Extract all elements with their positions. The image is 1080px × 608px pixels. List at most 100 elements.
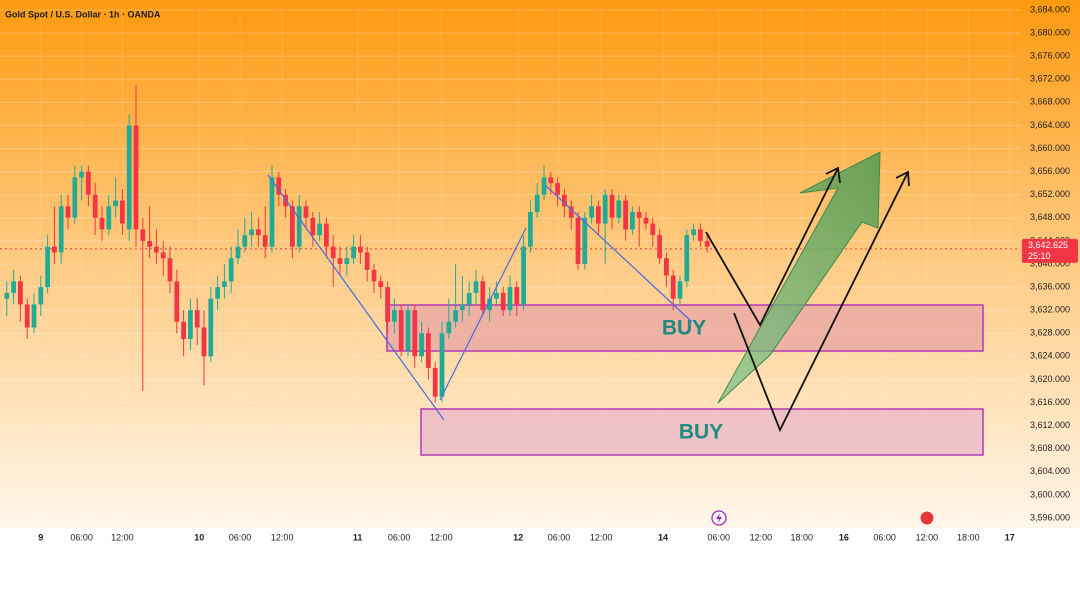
candle-body <box>623 200 628 230</box>
candle-body <box>324 223 329 247</box>
buy-zone <box>420 408 984 456</box>
y-tick-label: 3,616.000 <box>1030 397 1070 407</box>
candle-body <box>188 310 193 340</box>
y-tick-label: 3,680.000 <box>1030 27 1070 37</box>
candle-body <box>215 287 220 299</box>
candle-body <box>616 200 622 218</box>
candle-body <box>691 229 696 236</box>
x-tick-label: 18:00 <box>790 532 813 542</box>
y-tick-label: 3,600.000 <box>1030 489 1070 499</box>
x-tick-label: 12:00 <box>111 532 134 542</box>
y-tick-label: 3,672.000 <box>1030 74 1070 84</box>
candle-body <box>201 327 207 357</box>
candle-body <box>24 304 30 328</box>
countdown: 25:10 <box>1028 251 1051 261</box>
candle-body <box>228 258 234 282</box>
candle-body <box>358 246 363 253</box>
candle-body <box>392 310 397 322</box>
candle-body <box>541 177 547 195</box>
candle-body <box>269 177 275 247</box>
candle-body <box>466 292 472 305</box>
candle-body <box>235 246 241 259</box>
candle-body <box>684 235 690 282</box>
candle-body <box>419 333 424 357</box>
trend-line <box>544 184 693 323</box>
candle-body <box>582 217 588 264</box>
candle-body <box>507 287 513 311</box>
candle-body <box>548 177 554 184</box>
event-icon[interactable] <box>919 510 935 526</box>
candle-body <box>4 292 10 299</box>
candle-body <box>643 217 649 224</box>
candle-body <box>555 183 560 195</box>
candle-body <box>677 281 683 299</box>
candle-body <box>58 206 64 253</box>
candle-body <box>18 281 23 305</box>
y-tick-label: 3,648.000 <box>1030 212 1070 222</box>
candle-body <box>147 240 152 247</box>
candle-body <box>364 252 370 270</box>
candle-body <box>31 304 37 328</box>
candle-body <box>208 298 214 357</box>
y-tick-label: 3,676.000 <box>1030 51 1070 61</box>
y-tick-label: 3,596.000 <box>1030 512 1070 522</box>
y-tick-label: 3,664.000 <box>1030 120 1070 130</box>
buy-zone <box>386 304 984 352</box>
x-tick-label: 9 <box>38 532 43 542</box>
candle-body <box>514 287 520 305</box>
candle-body <box>575 217 581 264</box>
candle-body <box>521 246 526 305</box>
axis-area <box>0 528 1080 608</box>
trend-line <box>439 227 527 401</box>
candle-body <box>330 246 336 259</box>
candle-body <box>160 252 166 259</box>
candle-body <box>45 246 50 288</box>
candle-body <box>174 281 180 322</box>
x-tick-label: 06:00 <box>229 532 252 542</box>
y-tick-label: 3,640.000 <box>1030 258 1070 268</box>
candle-body <box>194 310 200 328</box>
path-arrow <box>705 167 839 327</box>
candle-body <box>11 281 16 293</box>
candle-body <box>562 194 567 207</box>
y-tick-label: 3,636.000 <box>1030 281 1070 291</box>
y-tick-label: 3,604.000 <box>1030 466 1070 476</box>
event-icon-glyph <box>716 513 722 523</box>
x-tick-label: 06:00 <box>388 532 411 542</box>
candle-body <box>460 304 465 311</box>
candle-body <box>453 310 458 322</box>
candle-body <box>568 206 574 218</box>
candle-body <box>317 223 322 236</box>
candle-body <box>113 200 118 207</box>
candle-body <box>446 321 452 334</box>
candle-body <box>52 246 57 253</box>
x-tick-label: 17 <box>1005 532 1015 542</box>
y-tick-label: 3,652.000 <box>1030 189 1070 199</box>
candle-body <box>385 287 390 322</box>
candle-body <box>344 258 350 264</box>
y-tick-label: 3,668.000 <box>1030 97 1070 107</box>
candle-body <box>120 200 125 224</box>
candle-body <box>487 298 492 311</box>
arrow-head <box>825 166 841 184</box>
candle-body <box>650 223 656 236</box>
chart-title: Gold Spot / U.S. Dollar · 1h · OANDA <box>5 9 161 19</box>
y-tick-label: 3,612.000 <box>1030 420 1070 430</box>
x-tick-label: 12 <box>513 532 523 542</box>
candle-body <box>500 292 506 311</box>
candle-body <box>337 258 343 264</box>
candle-body <box>303 206 309 218</box>
y-tick-label: 3,684.000 <box>1030 4 1070 14</box>
candle-body <box>154 246 159 253</box>
candle-body <box>167 258 173 282</box>
candle-body <box>439 333 445 397</box>
candle-body <box>432 367 438 397</box>
candle-body <box>310 217 316 236</box>
x-tick-label: 06:00 <box>873 532 896 542</box>
candle-body <box>351 246 356 259</box>
x-tick-label: 10 <box>194 532 204 542</box>
x-tick-label: 14 <box>658 532 668 542</box>
candle-body <box>412 310 418 357</box>
y-tick-label: 3,608.000 <box>1030 443 1070 453</box>
